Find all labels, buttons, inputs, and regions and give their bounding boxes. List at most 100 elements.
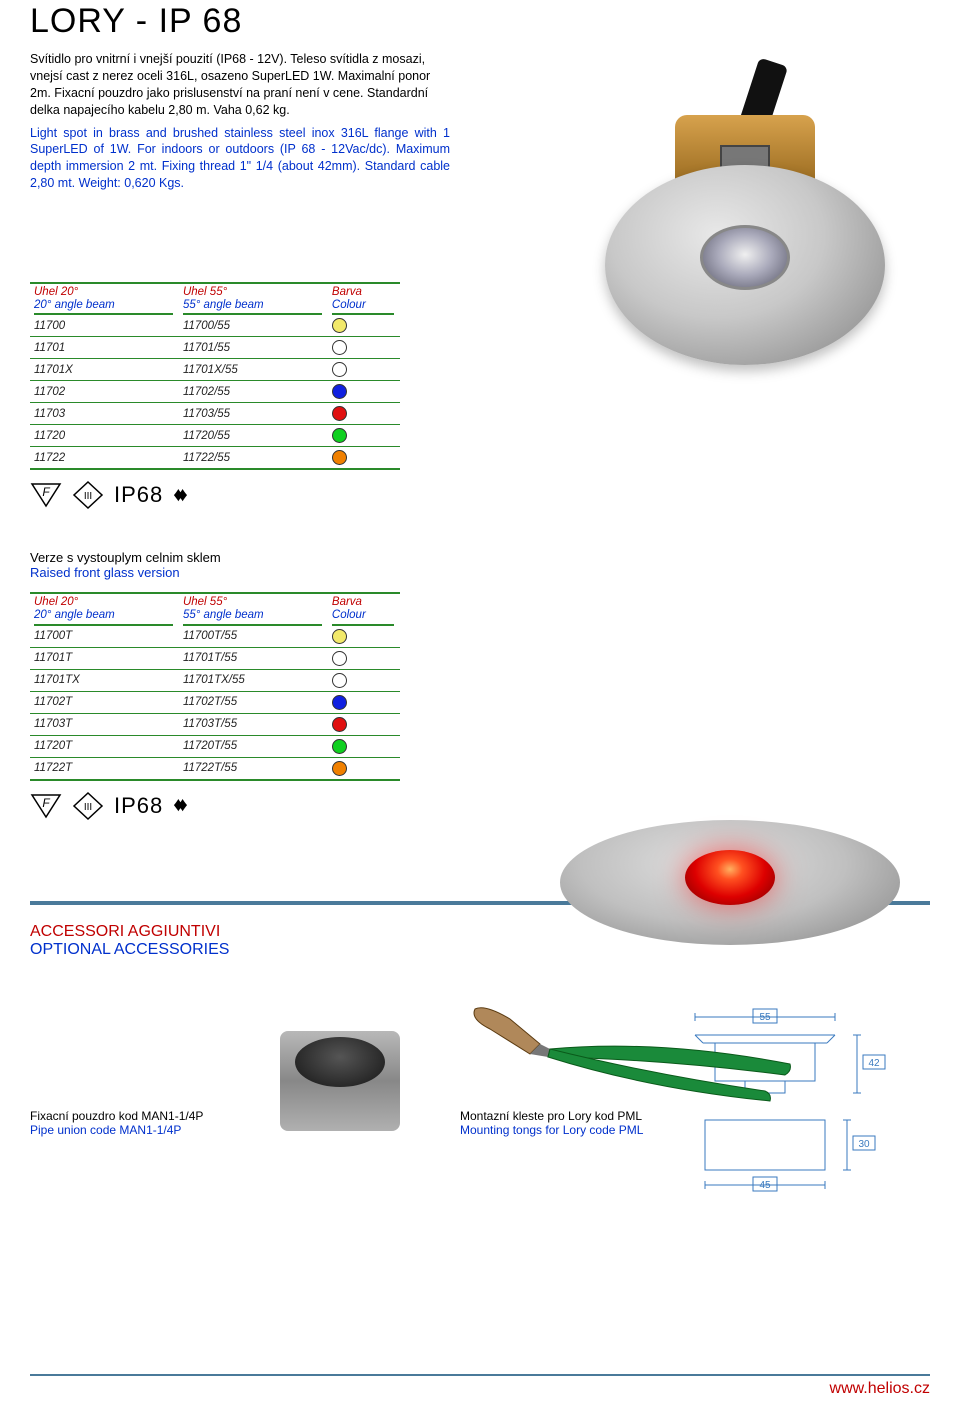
colour-cell — [328, 691, 400, 713]
code-20: 11703 — [30, 403, 179, 425]
table-row: 1170111701/55 — [30, 337, 400, 359]
acc1-label-en: Pipe union code MAN1-1/4P — [30, 1123, 250, 1137]
table-row: 1172011720/55 — [30, 425, 400, 447]
water-drops-icon: ♦♦ — [173, 794, 181, 817]
colour-cell — [328, 757, 400, 780]
table-row: 1170211702/55 — [30, 381, 400, 403]
table-row: 1172211722/55 — [30, 447, 400, 470]
code-20: 11700T — [30, 626, 179, 648]
table-row: 11703T11703T/55 — [30, 713, 400, 735]
pipe-union-icon — [280, 1031, 400, 1131]
code-20: 11722T — [30, 757, 179, 780]
colour-swatch-icon — [332, 362, 347, 377]
svg-text:F: F — [42, 485, 50, 499]
code-55: 11700/55 — [179, 315, 328, 337]
colour-swatch-icon — [332, 428, 347, 443]
col2-header: Uhel 55°55° angle beam — [179, 593, 328, 625]
colour-swatch-icon — [332, 761, 347, 776]
table-row: 11701T11701T/55 — [30, 647, 400, 669]
col1-header: Uhel 20°20° angle beam — [30, 593, 179, 625]
code-20: 11720 — [30, 425, 179, 447]
colour-cell — [328, 647, 400, 669]
water-drops-icon: ♦♦ — [173, 484, 181, 507]
table-row: 11701TX11701TX/55 — [30, 669, 400, 691]
colour-swatch-icon — [332, 739, 347, 754]
code-55: 11700T/55 — [179, 626, 328, 648]
svg-text:F: F — [42, 796, 50, 810]
intro-block: Svítidlo pro vnitrní i vnejší pouzití (I… — [30, 51, 450, 192]
colour-swatch-icon — [332, 695, 347, 710]
code-55: 11703/55 — [179, 403, 328, 425]
col3-header: BarvaColour — [328, 593, 400, 625]
code-55: 11722/55 — [179, 447, 328, 470]
code-20: 11720T — [30, 735, 179, 757]
ip-rating: IP68 — [114, 482, 163, 508]
code-55: 11720/55 — [179, 425, 328, 447]
colour-swatch-icon — [332, 406, 347, 421]
colour-cell — [328, 669, 400, 691]
code-20: 11701T — [30, 647, 179, 669]
colour-cell — [328, 381, 400, 403]
code-20: 11701 — [30, 337, 179, 359]
colour-swatch-icon — [332, 318, 347, 333]
table-row: 11701X11701X/55 — [30, 359, 400, 381]
page-title: LORY - IP 68 — [30, 2, 930, 41]
accessories-section: ACCESSORI AGGIUNTIVI OPTIONAL ACCESSORIE… — [30, 923, 930, 1137]
f-mark-icon: F — [30, 482, 62, 508]
col3-header: BarvaColour — [328, 283, 400, 315]
description-cz: Svítidlo pro vnitrní i vnejší pouzití (I… — [30, 51, 450, 119]
code-55: 11703T/55 — [179, 713, 328, 735]
svg-text:III: III — [84, 491, 92, 502]
colour-swatch-icon — [332, 450, 347, 465]
class3-mark-icon: III — [72, 480, 104, 510]
variant-table-2: Uhel 20°20° angle beam Uhel 55°55° angle… — [30, 592, 400, 780]
colour-cell — [328, 359, 400, 381]
code-20: 11700 — [30, 315, 179, 337]
svg-text:42: 42 — [868, 1058, 880, 1069]
description-en: Light spot in brass and brushed stainles… — [30, 125, 450, 193]
colour-cell — [328, 713, 400, 735]
code-55: 11722T/55 — [179, 757, 328, 780]
colour-swatch-icon — [332, 629, 347, 644]
code-55: 11701X/55 — [179, 359, 328, 381]
colour-cell — [328, 735, 400, 757]
table-row: 11720T11720T/55 — [30, 735, 400, 757]
footer-url[interactable]: www.helios.cz — [830, 1380, 930, 1397]
code-20: 11702 — [30, 381, 179, 403]
colour-cell — [328, 626, 400, 648]
colour-swatch-icon — [332, 673, 347, 688]
code-20: 11703T — [30, 713, 179, 735]
table-row: 11702T11702T/55 — [30, 691, 400, 713]
f-mark-icon: F — [30, 793, 62, 819]
page-footer: www.helios.cz — [30, 1374, 930, 1398]
ip-rating: IP68 — [114, 793, 163, 819]
rating-badges: F III IP68 ♦♦ — [30, 480, 930, 510]
page-number: 62 — [60, 0, 930, 2]
version-label: Verze s vystouplym celnim sklem Raised f… — [30, 550, 930, 580]
code-55: 11701T/55 — [179, 647, 328, 669]
product-photo-main — [580, 50, 910, 370]
col2-header: Uhel 55°55° angle beam — [179, 283, 328, 315]
variant-table-1: Uhel 20°20° angle beam Uhel 55°55° angle… — [30, 282, 400, 470]
table-row: 1170311703/55 — [30, 403, 400, 425]
product-photo-raised — [560, 820, 920, 945]
table-row: 1170011700/55 — [30, 315, 400, 337]
code-20: 11722 — [30, 447, 179, 470]
pliers-icon — [460, 999, 800, 1109]
colour-cell — [328, 447, 400, 470]
acc1-label-cz: Fixacní pouzdro kod MAN1-1/4P — [30, 1109, 250, 1123]
code-55: 11701TX/55 — [179, 669, 328, 691]
table-row: 11700T11700T/55 — [30, 626, 400, 648]
svg-text:30: 30 — [858, 1139, 870, 1150]
code-55: 11701/55 — [179, 337, 328, 359]
table-row: 11722T11722T/55 — [30, 757, 400, 780]
code-20: 11701TX — [30, 669, 179, 691]
colour-cell — [328, 337, 400, 359]
code-55: 11702T/55 — [179, 691, 328, 713]
colour-swatch-icon — [332, 340, 347, 355]
code-55: 11702/55 — [179, 381, 328, 403]
svg-text:III: III — [84, 802, 92, 813]
colour-cell — [328, 403, 400, 425]
code-20: 11701X — [30, 359, 179, 381]
colour-swatch-icon — [332, 651, 347, 666]
